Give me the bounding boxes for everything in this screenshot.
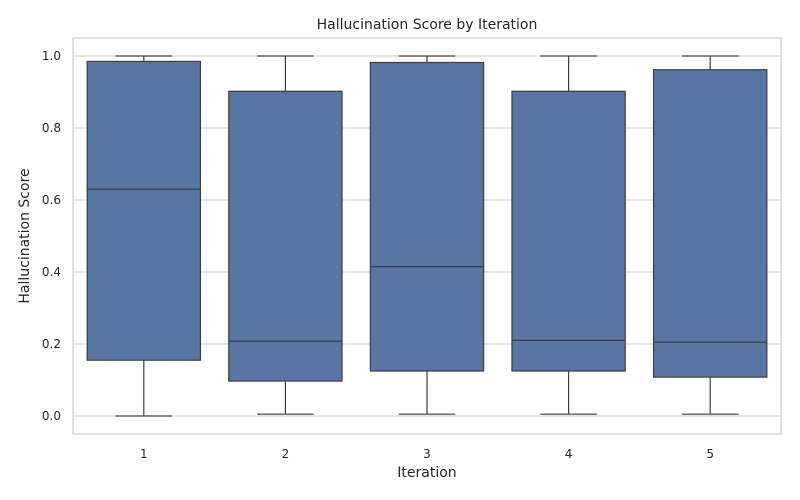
x-axis-ticks: 1 2 3 4 5 <box>140 447 714 461</box>
iqr-box <box>369 61 485 372</box>
y-tick-label: 0.0 <box>42 409 61 423</box>
box-group-3 <box>369 55 485 415</box>
y-tick-label: 0.8 <box>42 121 61 135</box>
box-group-1 <box>86 55 202 417</box>
box-group-5 <box>652 55 768 415</box>
y-tick-label: 1.0 <box>42 49 61 63</box>
box-group-4 <box>511 55 626 415</box>
x-axis-label: Iteration <box>397 465 456 481</box>
x-tick-label: 4 <box>565 447 573 461</box>
y-tick-label: 0.2 <box>42 337 61 351</box>
chart-title: Hallucination Score by Iteration <box>317 17 538 33</box>
x-tick-label: 3 <box>423 447 431 461</box>
plot-frame <box>72 37 782 435</box>
x-tick-label: 5 <box>706 447 714 461</box>
y-tick-label: 0.6 <box>42 193 61 207</box>
y-axis-label: Hallucination Score <box>17 168 33 303</box>
iqr-box <box>86 60 202 361</box>
y-tick-label: 0.4 <box>42 265 61 279</box>
y-axis-ticks: 0.0 0.2 0.4 0.6 0.8 1.0 <box>42 49 61 423</box>
x-tick-label: 1 <box>140 447 148 461</box>
iqr-box <box>228 90 343 382</box>
x-tick-label: 2 <box>282 447 290 461</box>
iqr-box <box>511 90 626 372</box>
box-group-2 <box>228 55 343 415</box>
box-series <box>86 55 768 417</box>
iqr-box <box>652 69 768 378</box>
